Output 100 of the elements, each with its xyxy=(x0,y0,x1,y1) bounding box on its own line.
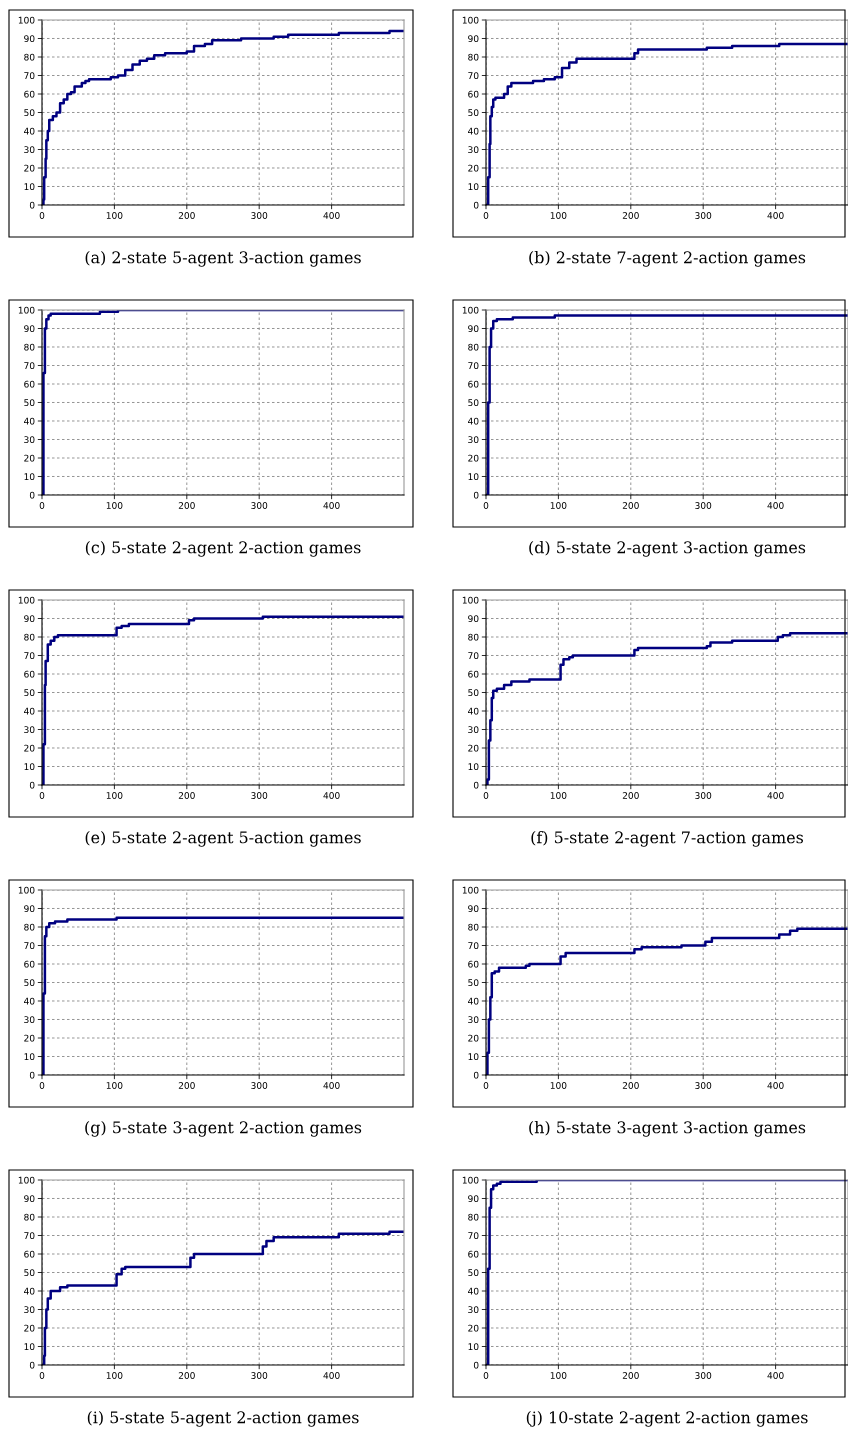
x-tick-label: 300 xyxy=(695,1372,712,1379)
x-tick-label: 400 xyxy=(323,502,340,509)
y-tick-label: 20 xyxy=(468,744,479,752)
y-tick-label: 40 xyxy=(468,997,479,1005)
x-tick-label: 300 xyxy=(695,502,712,509)
y-tick-label: 30 xyxy=(24,436,35,444)
y-tick-label: 40 xyxy=(24,417,35,425)
y-tick-label: 80 xyxy=(468,923,479,931)
y-tick-label: 0 xyxy=(473,781,479,789)
y-tick-label: 10 xyxy=(24,763,35,771)
y-tick-label: 100 xyxy=(18,596,35,604)
y-tick-label: 30 xyxy=(24,1016,35,1024)
text: (f) 5-state 2-agent 7-action games xyxy=(531,831,804,847)
y-tick-label: 50 xyxy=(468,979,479,987)
y-tick-label: 90 xyxy=(24,325,35,333)
y-tick-label: 60 xyxy=(468,670,479,678)
x-tick-label: 200 xyxy=(622,1082,639,1089)
y-tick-label: 40 xyxy=(468,127,479,135)
y-tick-label: 90 xyxy=(24,615,35,623)
y-tick-label: 0 xyxy=(29,491,35,499)
y-tick-label: 10 xyxy=(24,1343,35,1351)
y-tick-label: 10 xyxy=(468,1053,479,1061)
y-tick-label: 70 xyxy=(468,72,479,80)
y-tick-label: 80 xyxy=(468,53,479,61)
x-tick-label: 200 xyxy=(622,792,639,799)
x-tick-label: 100 xyxy=(106,1372,123,1379)
x-tick-label: 0 xyxy=(483,1082,489,1089)
y-tick-label: 50 xyxy=(24,109,35,117)
y-tick-label: 70 xyxy=(24,362,35,370)
y-tick-label: 70 xyxy=(24,1232,35,1240)
y-tick-label: 10 xyxy=(24,183,35,191)
y-tick-label: 70 xyxy=(24,72,35,80)
x-tick-label: 200 xyxy=(178,1372,195,1379)
x-tick-label: 400 xyxy=(767,1372,784,1379)
x-tick-label: 0 xyxy=(483,212,489,219)
x-tick-label: 300 xyxy=(251,1372,268,1379)
text: (a) 2-state 5-agent 3-action games xyxy=(85,251,361,267)
y-tick-label: 60 xyxy=(24,90,35,98)
x-tick-label: 0 xyxy=(483,502,489,509)
x-tick-label: 100 xyxy=(106,212,123,219)
y-tick-label: 80 xyxy=(24,923,35,931)
x-tick-label: 300 xyxy=(695,212,712,219)
y-tick-label: 50 xyxy=(468,1269,479,1277)
text: (c) 5-state 2-agent 2-action games xyxy=(85,541,361,557)
y-tick-label: 0 xyxy=(473,1361,479,1369)
x-tick-label: 100 xyxy=(550,212,567,219)
x-tick-label: 0 xyxy=(39,792,45,799)
x-tick-label: 100 xyxy=(106,1082,123,1089)
y-tick-label: 40 xyxy=(468,707,479,715)
y-tick-label: 20 xyxy=(24,454,35,462)
x-tick-label: 0 xyxy=(39,1372,45,1379)
y-tick-label: 80 xyxy=(468,633,479,641)
y-tick-label: 30 xyxy=(468,146,479,154)
y-tick-label: 0 xyxy=(29,201,35,209)
y-tick-label: 60 xyxy=(468,1250,479,1258)
y-tick-label: 20 xyxy=(24,744,35,752)
text: (b) 2-state 7-agent 2-action games xyxy=(529,251,806,267)
y-tick-label: 60 xyxy=(468,90,479,98)
y-tick-label: 0 xyxy=(473,1071,479,1079)
y-tick-label: 70 xyxy=(24,942,35,950)
y-tick-label: 80 xyxy=(468,1213,479,1221)
y-tick-label: 90 xyxy=(468,325,479,333)
y-tick-label: 90 xyxy=(468,35,479,43)
y-tick-label: 0 xyxy=(29,1361,35,1369)
y-tick-label: 10 xyxy=(24,473,35,481)
y-tick-label: 90 xyxy=(468,1195,479,1203)
x-tick-label: 0 xyxy=(39,502,45,509)
y-tick-label: 60 xyxy=(24,960,35,968)
x-tick-label: 200 xyxy=(178,1082,195,1089)
y-tick-label: 50 xyxy=(24,399,35,407)
y-tick-label: 40 xyxy=(24,127,35,135)
y-tick-label: 80 xyxy=(24,53,35,61)
x-tick-label: 400 xyxy=(767,792,784,799)
x-tick-label: 300 xyxy=(251,502,268,509)
y-tick-label: 10 xyxy=(24,1053,35,1061)
x-tick-label: 400 xyxy=(323,792,340,799)
y-tick-label: 50 xyxy=(24,979,35,987)
y-tick-label: 70 xyxy=(468,362,479,370)
y-tick-label: 0 xyxy=(29,1071,35,1079)
x-tick-label: 200 xyxy=(178,792,195,799)
y-tick-label: 50 xyxy=(468,399,479,407)
y-tick-label: 70 xyxy=(468,942,479,950)
y-tick-label: 20 xyxy=(468,1034,479,1042)
y-tick-label: 30 xyxy=(468,1016,479,1024)
y-tick-label: 100 xyxy=(462,16,479,24)
y-tick-label: 10 xyxy=(468,763,479,771)
y-tick-label: 20 xyxy=(24,1324,35,1332)
x-tick-label: 400 xyxy=(323,212,340,219)
y-tick-label: 80 xyxy=(24,1213,35,1221)
y-tick-label: 80 xyxy=(24,633,35,641)
y-tick-label: 90 xyxy=(468,615,479,623)
text: (i) 5-state 5-agent 2-action games xyxy=(87,1411,359,1427)
x-tick-label: 0 xyxy=(483,792,489,799)
text: (g) 5-state 3-agent 2-action games xyxy=(85,1121,362,1137)
y-tick-label: 40 xyxy=(468,1287,479,1295)
x-tick-label: 200 xyxy=(622,212,639,219)
y-tick-label: 20 xyxy=(24,1034,35,1042)
y-tick-label: 90 xyxy=(468,905,479,913)
x-tick-label: 400 xyxy=(323,1372,340,1379)
y-tick-label: 10 xyxy=(468,1343,479,1351)
